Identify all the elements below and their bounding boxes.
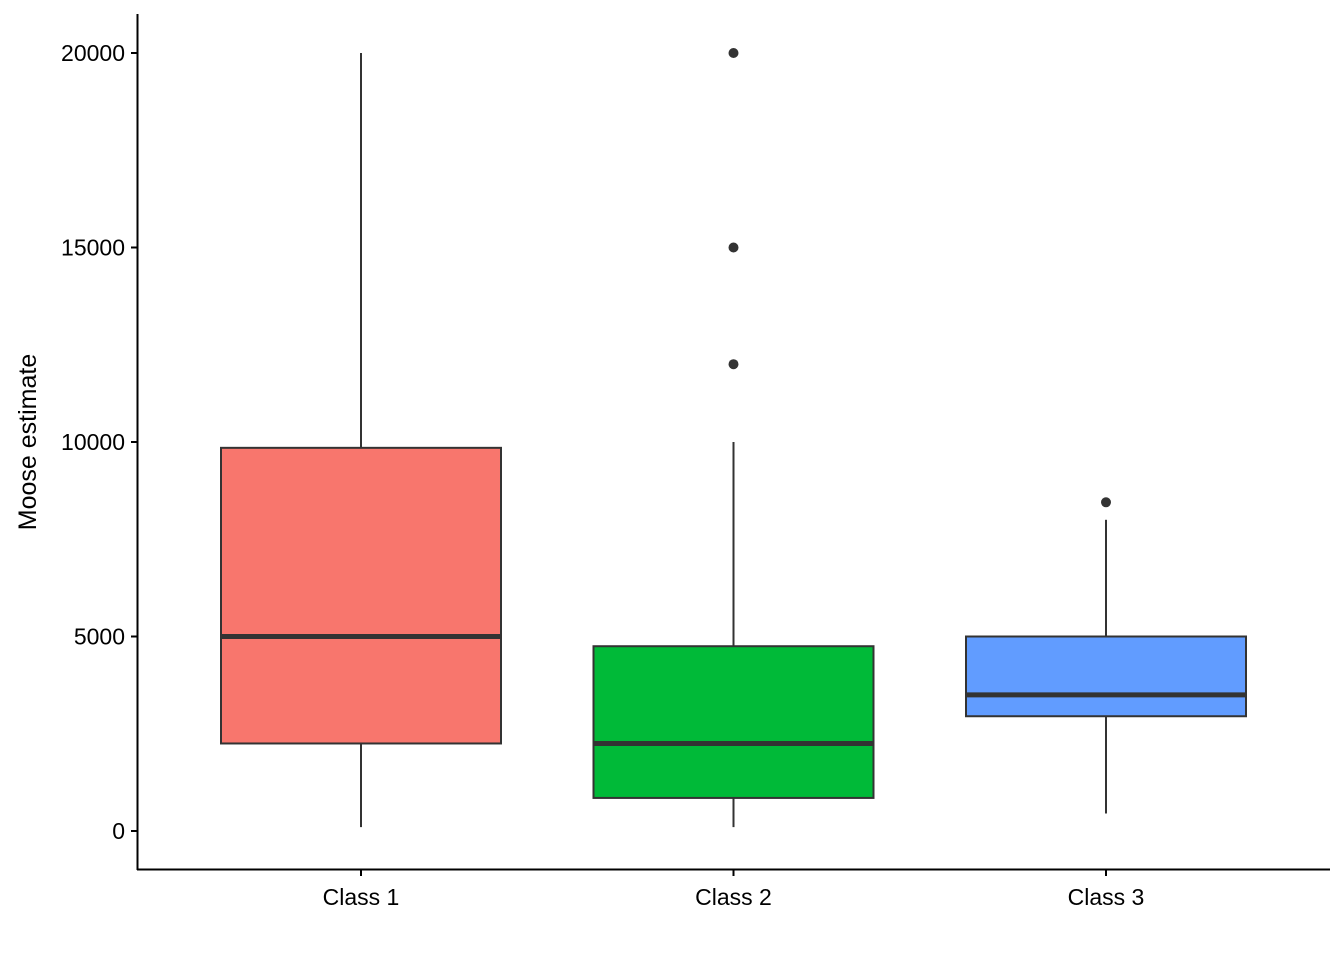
- x-axis-ticks: Class 1 Class 2 Class 3: [323, 870, 1145, 910]
- x-tick-label: Class 1: [323, 884, 400, 910]
- box-group: [592, 48, 875, 828]
- y-tick-label: 0: [112, 818, 125, 844]
- y-tick-label: 20000: [61, 40, 125, 66]
- plot-area: [220, 48, 1247, 828]
- y-tick-label: 15000: [61, 235, 125, 261]
- y-tick-label: 5000: [74, 624, 125, 650]
- outlier-point: [728, 242, 739, 253]
- box-group: [220, 53, 502, 828]
- outlier-point: [728, 359, 739, 370]
- x-tick-label: Class 2: [695, 884, 772, 910]
- y-tick-label: 10000: [61, 429, 125, 455]
- y-axis-ticks: 0 5000 10000 15000 20000: [61, 40, 137, 844]
- box-body: [965, 635, 1247, 718]
- outlier-point: [728, 48, 739, 58]
- box-body: [220, 446, 502, 745]
- y-axis-title: Moose estimate: [14, 354, 42, 530]
- outlier-point: [1101, 497, 1111, 508]
- box-group: [965, 497, 1247, 814]
- box-body: [592, 645, 875, 799]
- x-tick-label: Class 3: [1068, 884, 1145, 910]
